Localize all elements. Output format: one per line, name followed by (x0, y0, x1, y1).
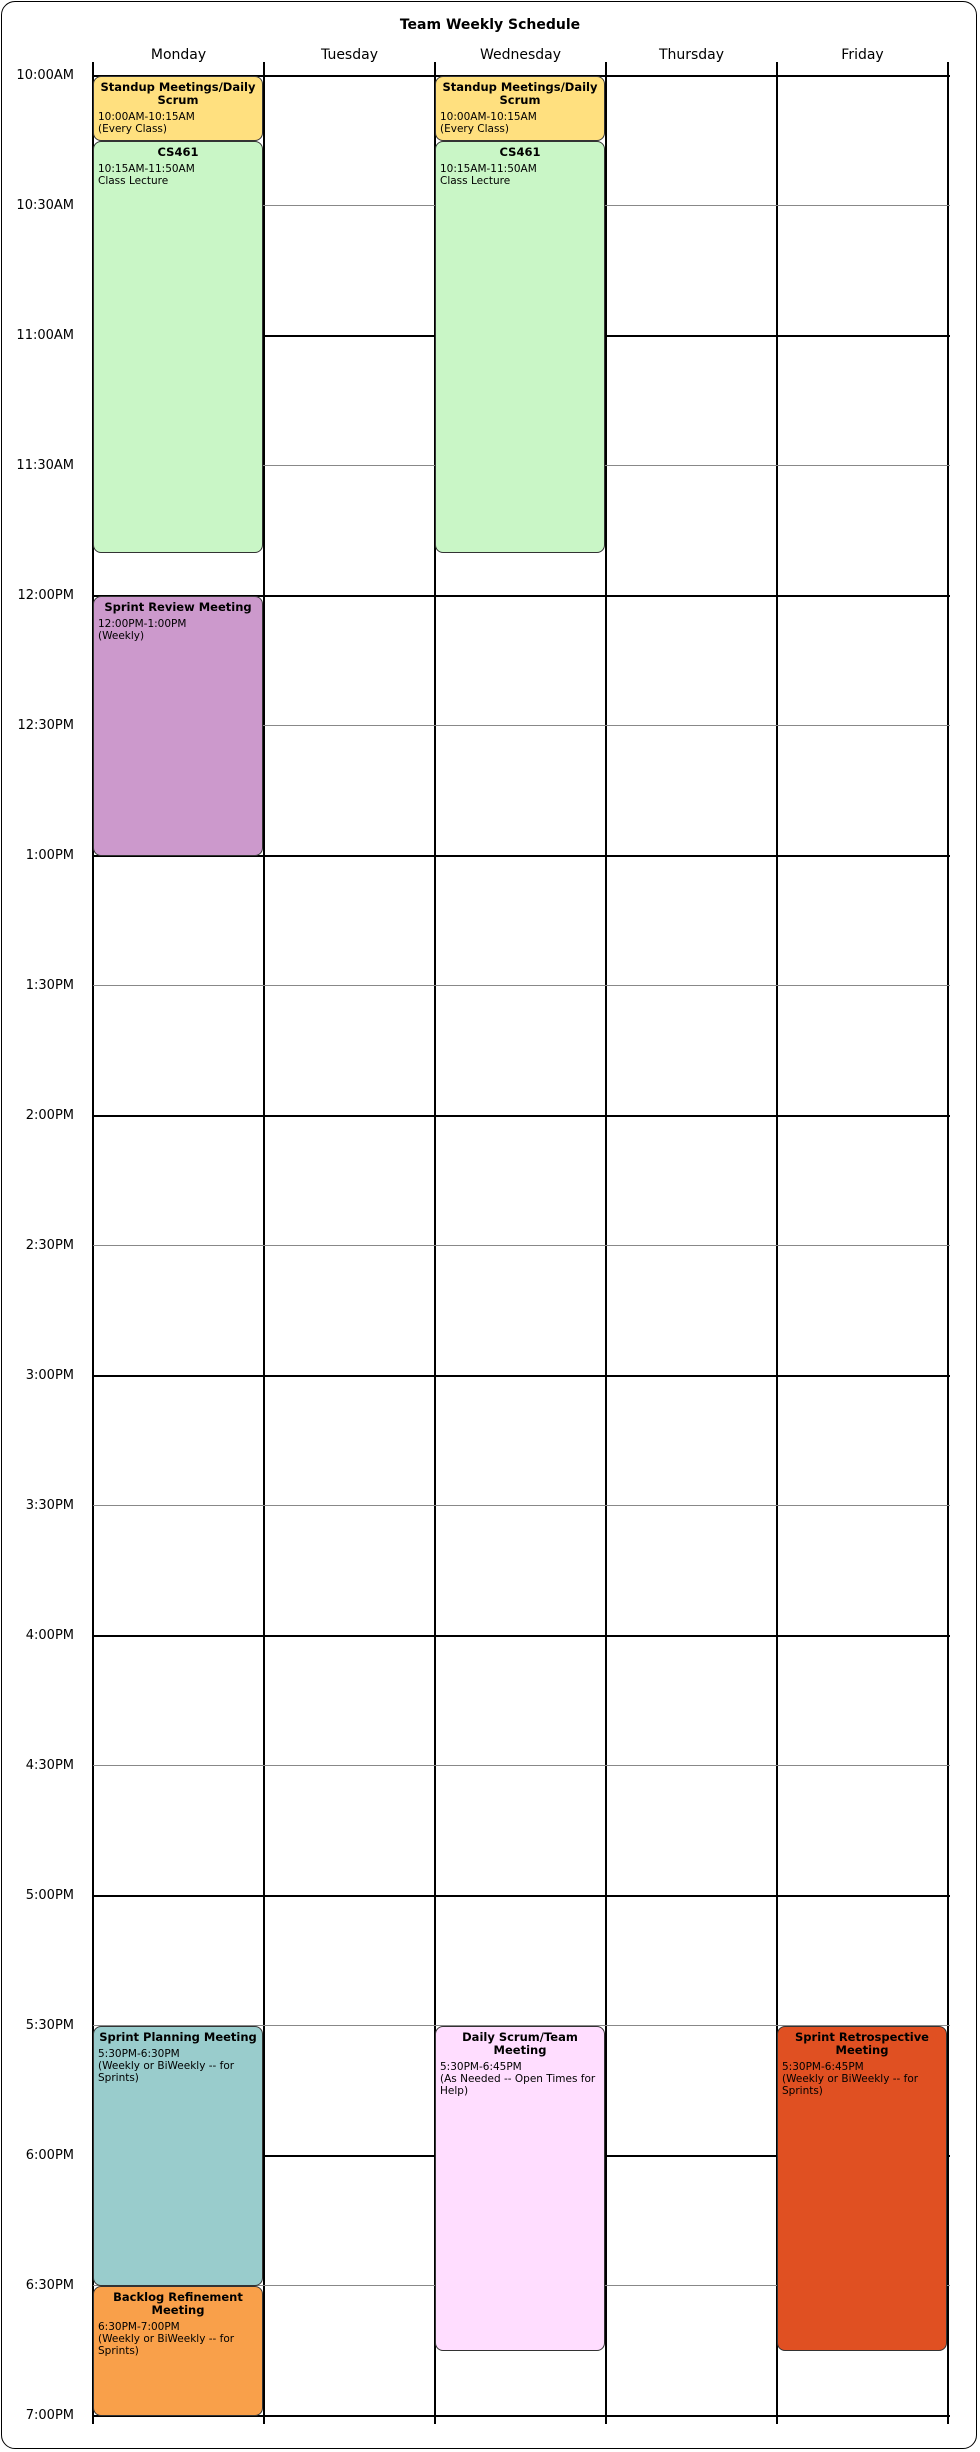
event-time: 5:30PM-6:30PM (98, 2048, 180, 2060)
day-header-friday: Friday (841, 47, 884, 63)
half-hour-line (93, 725, 950, 726)
event-note: (Every Class) (98, 123, 167, 135)
time-label: 2:30PM (25, 1238, 74, 1253)
event-time: 10:00AM-10:15AM (98, 111, 195, 123)
time-label: 11:30AM (16, 458, 74, 473)
half-hour-line (93, 985, 950, 986)
time-label: 5:00PM (25, 1888, 74, 1903)
column-divider (776, 62, 778, 2424)
half-hour-line (93, 1765, 950, 1766)
event-block[interactable]: CS461 10:15AM-11:50AM Class Lecture (93, 141, 263, 553)
event-block[interactable]: Standup Meetings/Daily Scrum 10:00AM-10:1… (93, 76, 263, 141)
event-title: CS461 (157, 145, 199, 159)
time-label: 4:00PM (25, 1628, 74, 1643)
time-label: 12:00PM (17, 588, 74, 603)
event-title: Backlog Refinement Meeting (113, 2290, 243, 2317)
time-label: 3:00PM (25, 1368, 74, 1383)
column-divider (263, 62, 265, 2424)
column-divider (434, 62, 436, 2424)
day-header-wednesday: Wednesday (479, 47, 562, 63)
event-time: 5:30PM-6:45PM (782, 2061, 864, 2073)
event-time: 6:30PM-7:00PM (98, 2321, 180, 2333)
column-divider (92, 62, 94, 2424)
hour-line (93, 595, 950, 597)
event-note: (Weekly) (98, 630, 145, 642)
hour-line (93, 2415, 950, 2417)
time-label: 10:30AM (16, 198, 74, 213)
hour-line (93, 1635, 950, 1637)
event-block[interactable]: Sprint Retrospective Meeting 5:30PM-6:45P… (777, 2026, 947, 2351)
time-label: 1:00PM (25, 848, 74, 863)
time-label: 10:00AM (16, 68, 74, 83)
event-note: Class Lecture (440, 175, 511, 187)
hour-line (93, 1895, 950, 1897)
event-time: 10:15AM-11:50AM (98, 163, 195, 175)
event-title: Sprint Planning Meeting (99, 2030, 257, 2044)
time-label: 2:00PM (25, 1108, 74, 1123)
time-label: 1:30PM (25, 978, 74, 993)
hour-line (93, 855, 950, 857)
day-header-tuesday: Tuesday (321, 47, 378, 63)
event-note: (As Needed -- Open Times for Help) (440, 2073, 596, 2097)
event-block[interactable]: Standup Meetings/Daily Scrum 10:00AM-10:1… (435, 76, 605, 141)
calendar-title: Team Weekly Schedule (399, 17, 581, 33)
half-hour-line (93, 1245, 950, 1246)
event-block[interactable]: Sprint Planning Meeting 5:30PM-6:30PM (Wee… (93, 2026, 263, 2286)
event-note: Class Lecture (98, 175, 169, 187)
hour-line (93, 1115, 950, 1117)
event-note: (Every Class) (440, 123, 509, 135)
event-block[interactable]: Sprint Review Meeting 12:00PM-1:00PM (Week… (93, 596, 263, 856)
event-title: CS461 (499, 145, 541, 159)
event-block[interactable]: Backlog Refinement Meeting 6:30PM-7:00PM(… (93, 2286, 263, 2416)
event-title: Standup Meetings/Daily Scrum (100, 80, 256, 107)
half-hour-line (93, 2025, 950, 2026)
column-divider (605, 62, 607, 2424)
day-header-thursday: Thursday (658, 47, 725, 63)
hour-line (93, 1375, 950, 1377)
time-label: 6:30PM (25, 2278, 74, 2293)
event-note: (Weekly or BiWeekly -- for Sprints) (782, 2073, 919, 2097)
event-title: Sprint Review Meeting (104, 600, 252, 614)
time-label: 6:00PM (25, 2148, 74, 2163)
event-time: 12:00PM-1:00PM (98, 618, 187, 630)
event-block[interactable]: CS461 10:15AM-11:50AM Class Lecture (435, 141, 605, 553)
time-label: 11:00AM (16, 328, 74, 343)
time-label: 7:00PM (25, 2408, 74, 2423)
time-label: 3:30PM (25, 1498, 74, 1513)
time-label: 12:30PM (17, 718, 74, 733)
event-title: Standup Meetings/Daily Scrum (442, 80, 598, 107)
day-header-monday: Monday (150, 47, 207, 63)
event-title: Daily Scrum/Team Meeting (462, 2030, 578, 2057)
half-hour-line (93, 1505, 950, 1506)
event-note: (Weekly or BiWeekly -- for Sprints) (98, 2060, 235, 2084)
time-label: 5:30PM (25, 2018, 74, 2033)
event-time: 10:00AM-10:15AM (440, 111, 537, 123)
time-label: 4:30PM (25, 1758, 74, 1773)
event-time: 5:30PM-6:45PM (440, 2061, 522, 2073)
column-divider (947, 62, 949, 2424)
event-title: Sprint Retrospective Meeting (795, 2030, 929, 2057)
event-time: 10:15AM-11:50AM (440, 163, 537, 175)
event-note: (Weekly or BiWeekly -- for Sprints) (98, 2333, 235, 2357)
event-block[interactable]: Daily Scrum/Team Meeting 5:30PM-6:45PM (As… (435, 2026, 605, 2351)
